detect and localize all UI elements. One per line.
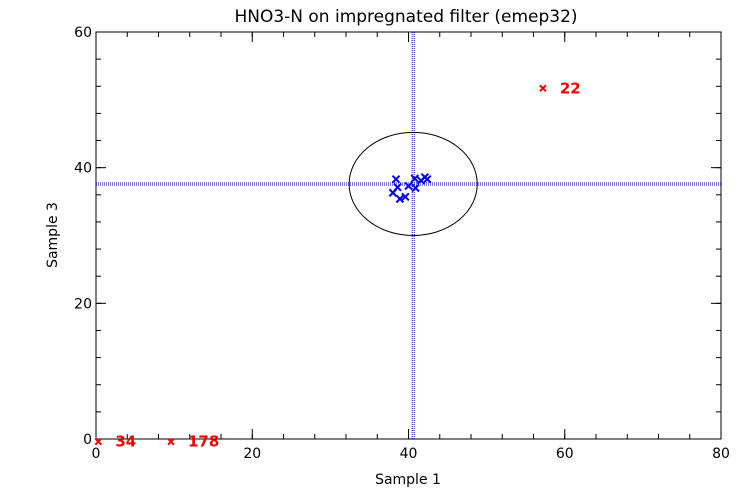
x-tick-label: 60 [556, 446, 574, 462]
x-axis-title: Sample 1 [375, 472, 441, 488]
x-tick-label: 40 [400, 446, 418, 462]
outlier-point [539, 84, 547, 93]
x-tick-label: 0 [92, 446, 101, 462]
inlier-point [404, 181, 413, 191]
outlier-point [167, 438, 175, 446]
outlier-label: 178 [188, 433, 219, 451]
y-tick-label: 0 [83, 432, 92, 448]
inlier-point [391, 174, 401, 184]
inlier-point [411, 183, 420, 193]
inlier-point [388, 188, 398, 197]
outlier-label: 22 [560, 79, 581, 97]
plot-area: 0 20 40 60 80 0 20 40 60 22 34 178 [74, 25, 730, 462]
chart-title: HNO3-N on impregnated filter (emep32) [234, 7, 577, 27]
x-tick-label: 20 [243, 446, 261, 462]
y-axis-title: Sample 3 [45, 202, 61, 268]
inlier-point [395, 194, 405, 204]
y-tick-label: 20 [74, 296, 92, 312]
inlier-point [423, 174, 432, 184]
confidence-ellipse [348, 131, 478, 237]
outlier-point [94, 438, 103, 446]
y-tick-label: 60 [74, 25, 92, 41]
inlier-point [401, 192, 410, 202]
inlier-point [410, 174, 419, 183]
y-tick-label: 40 [74, 161, 92, 177]
x-tick-label: 80 [712, 446, 730, 462]
outlier-label: 34 [115, 433, 136, 451]
